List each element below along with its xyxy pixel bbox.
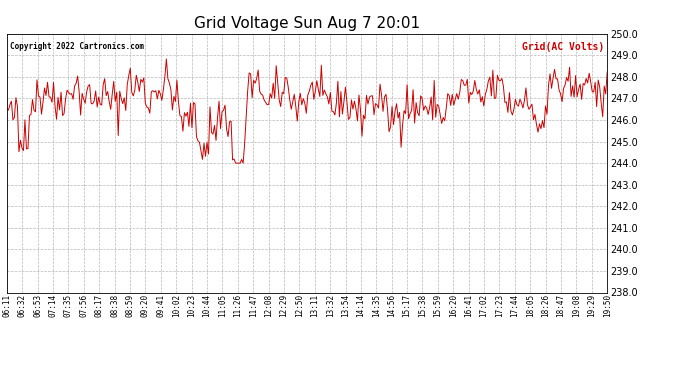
Title: Grid Voltage Sun Aug 7 20:01: Grid Voltage Sun Aug 7 20:01 xyxy=(194,16,420,31)
Text: Grid(AC Volts): Grid(AC Volts) xyxy=(522,42,604,51)
Text: Copyright 2022 Cartronics.com: Copyright 2022 Cartronics.com xyxy=(10,42,144,51)
